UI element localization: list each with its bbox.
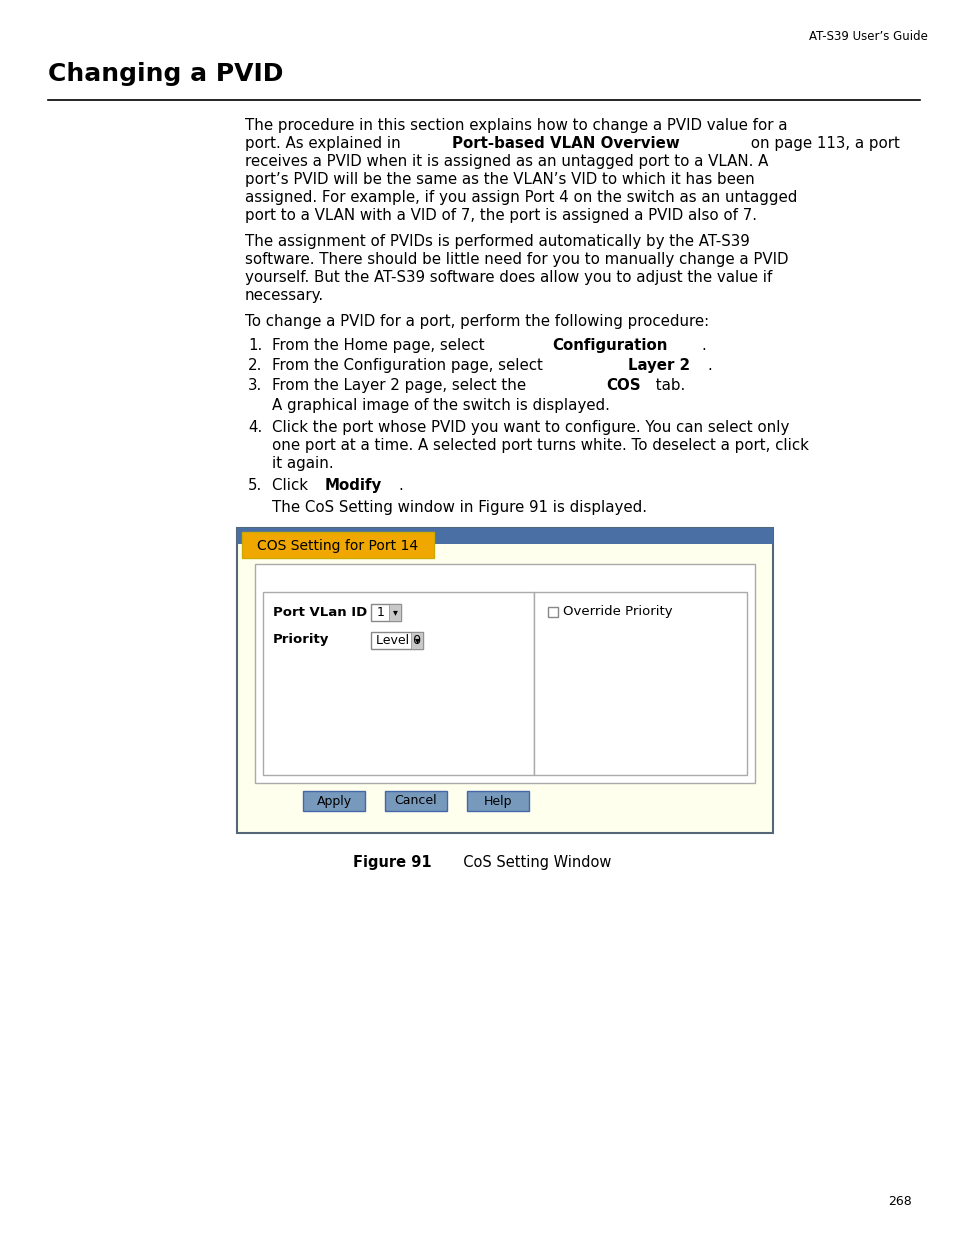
Text: Apply: Apply: [316, 794, 352, 808]
Text: Configuration: Configuration: [552, 338, 667, 353]
Bar: [547, 606, 558, 618]
Text: 3.: 3.: [248, 378, 262, 393]
Bar: [236, 529, 772, 543]
Text: Priority: Priority: [273, 634, 329, 646]
Text: yourself. But the AT-S39 software does allow you to adjust the value if: yourself. But the AT-S39 software does a…: [245, 270, 772, 285]
Text: 4.: 4.: [248, 420, 262, 435]
Text: 1: 1: [376, 605, 384, 619]
Bar: [467, 790, 529, 811]
Text: Layer 2: Layer 2: [627, 358, 689, 373]
Text: tab.: tab.: [650, 378, 684, 393]
Bar: [242, 532, 434, 558]
Text: From the Home page, select: From the Home page, select: [272, 338, 489, 353]
Text: The CoS Setting window in Figure 91 is displayed.: The CoS Setting window in Figure 91 is d…: [272, 500, 646, 515]
Text: Click: Click: [272, 478, 313, 493]
Text: CoS Setting Window: CoS Setting Window: [454, 855, 611, 869]
Text: COS: COS: [605, 378, 640, 393]
Text: one port at a time. A selected port turns white. To deselect a port, click: one port at a time. A selected port turn…: [272, 438, 808, 453]
Text: receives a PVID when it is assigned as an untagged port to a VLAN. A: receives a PVID when it is assigned as a…: [245, 154, 767, 169]
Text: From the Configuration page, select: From the Configuration page, select: [272, 358, 547, 373]
Bar: [263, 592, 534, 776]
Text: software. There should be little need for you to manually change a PVID: software. There should be little need fo…: [245, 252, 788, 267]
Text: Figure 91: Figure 91: [353, 855, 431, 869]
Bar: [389, 604, 400, 620]
Text: To change a PVID for a port, perform the following procedure:: To change a PVID for a port, perform the…: [245, 314, 708, 329]
Text: 268: 268: [887, 1195, 911, 1208]
Text: necessary.: necessary.: [245, 288, 324, 303]
Text: Changing a PVID: Changing a PVID: [48, 62, 283, 86]
Text: A graphical image of the switch is displayed.: A graphical image of the switch is displ…: [272, 398, 609, 412]
Bar: [411, 631, 422, 648]
Bar: [303, 790, 365, 811]
Text: port to a VLAN with a VID of 7, the port is assigned a PVID also of 7.: port to a VLAN with a VID of 7, the port…: [245, 207, 757, 224]
Text: The procedure in this section explains how to change a PVID value for a: The procedure in this section explains h…: [245, 119, 786, 133]
Text: assigned. For example, if you assign Port 4 on the switch as an untagged: assigned. For example, if you assign Por…: [245, 190, 797, 205]
Text: Help: Help: [483, 794, 512, 808]
Bar: [371, 631, 422, 648]
Bar: [236, 529, 772, 832]
Text: AT-S39 User’s Guide: AT-S39 User’s Guide: [808, 30, 927, 43]
Text: COS Setting for Port 14: COS Setting for Port 14: [257, 538, 418, 553]
Bar: [385, 790, 447, 811]
Text: it again.: it again.: [272, 456, 334, 471]
Text: ▾: ▾: [392, 606, 397, 618]
Text: Override Priority: Override Priority: [562, 605, 672, 619]
Text: on page 113, a port: on page 113, a port: [745, 136, 899, 151]
Text: Port-based VLAN Overview: Port-based VLAN Overview: [452, 136, 679, 151]
Text: 1.: 1.: [248, 338, 262, 353]
Text: ▾: ▾: [415, 635, 419, 645]
Text: Port VLan ID: Port VLan ID: [273, 605, 367, 619]
Text: Cancel: Cancel: [395, 794, 436, 808]
Text: .: .: [398, 478, 403, 493]
Text: The assignment of PVIDs is performed automatically by the AT-S39: The assignment of PVIDs is performed aut…: [245, 233, 749, 249]
Text: Click the port whose PVID you want to configure. You can select only: Click the port whose PVID you want to co…: [272, 420, 788, 435]
Text: Level 0: Level 0: [375, 634, 420, 646]
Text: .: .: [700, 338, 705, 353]
Text: port’s PVID will be the same as the VLAN’s VID to which it has been: port’s PVID will be the same as the VLAN…: [245, 172, 754, 186]
Bar: [254, 564, 754, 783]
Text: Modify: Modify: [324, 478, 381, 493]
Text: .: .: [707, 358, 712, 373]
Text: From the Layer 2 page, select the: From the Layer 2 page, select the: [272, 378, 530, 393]
Bar: [371, 604, 400, 620]
Text: port. As explained in: port. As explained in: [245, 136, 405, 151]
Bar: [534, 592, 746, 776]
Text: 5.: 5.: [248, 478, 262, 493]
Text: 2.: 2.: [248, 358, 262, 373]
